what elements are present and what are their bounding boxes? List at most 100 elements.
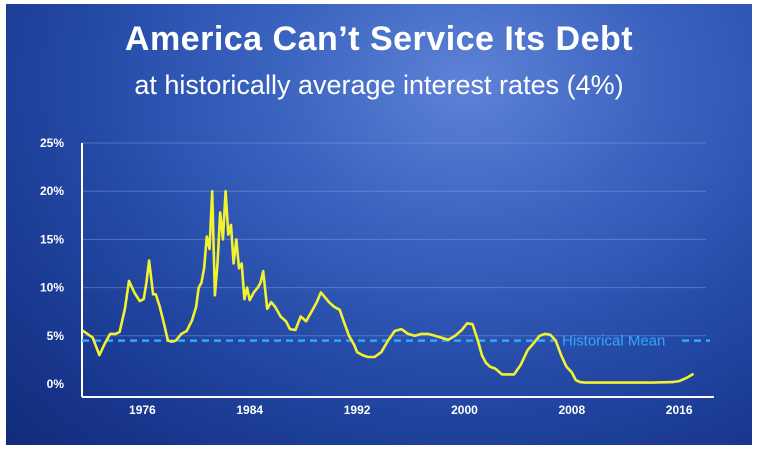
rate-data-point xyxy=(380,351,383,354)
rate-data-point xyxy=(356,351,358,354)
rate-data-point xyxy=(185,330,188,332)
rate-data-point xyxy=(319,291,322,294)
rate-data-point xyxy=(270,301,273,303)
rate-data-point xyxy=(285,320,287,323)
rate-data-point xyxy=(476,339,479,342)
x-tick-label: 2000 xyxy=(451,403,478,417)
rate-data-point xyxy=(393,330,396,332)
rate-data-point xyxy=(200,281,203,284)
rate-data-point xyxy=(227,233,230,236)
rate-data-point xyxy=(243,298,246,301)
slide-subtitle: at historically average interest rates (… xyxy=(134,70,624,100)
rate-data-point xyxy=(305,320,308,323)
rate-data-point xyxy=(124,307,126,310)
y-tick-label: 25% xyxy=(40,136,64,150)
rate-data-point xyxy=(691,373,694,376)
rate-data-point xyxy=(203,267,206,270)
rate-data-point xyxy=(148,259,150,262)
rate-data-point xyxy=(333,305,336,308)
rate-data-point xyxy=(230,224,232,226)
rate-data-point xyxy=(235,238,238,241)
rate-data-point xyxy=(460,329,463,331)
rate-data-point xyxy=(519,363,522,366)
interest-rate-chart: 0% 5% 10% 15% 20% 25% 1976 1984 1992 2000 2008 2016… xyxy=(40,136,714,417)
rate-data-point xyxy=(299,315,302,318)
rate-data-point xyxy=(91,336,94,339)
rate-data-point xyxy=(219,211,222,214)
rate-data-point xyxy=(489,365,491,368)
rate-data-point xyxy=(560,354,562,356)
x-tick-label: 1984 xyxy=(236,403,263,417)
rate-data-point xyxy=(328,301,330,303)
mean-line-layer: Historical Mean xyxy=(82,333,710,350)
rate-data-point xyxy=(197,286,200,289)
rate-data-point xyxy=(570,371,573,374)
rate-data-point xyxy=(361,354,364,356)
mean-line-label: Historical Mean xyxy=(562,333,665,350)
rate-data-point xyxy=(554,339,557,342)
x-tick-label: 1992 xyxy=(344,403,371,417)
rate-data-point xyxy=(166,339,169,342)
rate-data-point xyxy=(684,377,687,380)
rate-data-point xyxy=(118,331,121,333)
rate-data-point xyxy=(133,291,136,294)
rate-data-point xyxy=(205,235,208,238)
rate-data-point xyxy=(434,334,436,337)
rate-data-point xyxy=(310,310,313,313)
rate-data-point xyxy=(315,301,318,303)
rate-data-point xyxy=(651,381,654,384)
y-tick-label: 0% xyxy=(47,377,65,391)
rate-data-point xyxy=(154,293,157,296)
rate-data-point xyxy=(138,300,141,302)
y-tick-label: 20% xyxy=(40,184,64,198)
rate-data-point xyxy=(387,339,389,342)
rate-data-point xyxy=(584,381,587,384)
rate-data-point xyxy=(240,262,243,265)
rate-data-point xyxy=(103,342,106,345)
grid-layer xyxy=(82,142,706,337)
rate-data-point xyxy=(266,307,269,310)
rate-data-point xyxy=(142,298,145,301)
rate-data-point xyxy=(222,238,224,241)
rate-data-point xyxy=(466,322,469,325)
rate-data-point xyxy=(294,329,297,331)
rate-data-point xyxy=(353,344,356,347)
rate-data-point xyxy=(82,330,85,332)
rate-data-point xyxy=(171,340,173,343)
rate-data-point xyxy=(162,322,165,325)
rate-data-point xyxy=(574,379,577,382)
rate-data-point xyxy=(289,328,291,330)
slide-panel: America Can’t Service Its Debt at histor… xyxy=(6,4,752,445)
rate-data-point xyxy=(195,305,197,308)
rate-data-point xyxy=(262,270,265,273)
rate-data-point xyxy=(248,299,251,302)
rate-data-point xyxy=(407,332,409,335)
rate-data-point xyxy=(191,319,193,322)
rate-data-point xyxy=(671,381,674,383)
rate-data-point xyxy=(274,305,277,308)
rate-data-point xyxy=(471,323,474,326)
rate-data-point xyxy=(366,356,369,358)
rate-series-line xyxy=(82,189,694,384)
rate-data-point xyxy=(373,356,376,358)
rate-data-point xyxy=(544,332,546,335)
rate-data-point xyxy=(549,333,552,336)
rate-data-point xyxy=(501,373,503,376)
rate-data-point xyxy=(211,190,214,193)
rate-data-point xyxy=(348,334,350,337)
rate-data-point xyxy=(232,262,235,265)
rate-data-point xyxy=(526,349,529,352)
rate-data-point xyxy=(246,286,248,289)
rate-data-point xyxy=(145,281,148,284)
x-tick-label: 2016 xyxy=(666,403,693,417)
rate-data-point xyxy=(565,365,568,368)
rate-data-point xyxy=(513,373,516,376)
slide-title: America Can’t Service Its Debt xyxy=(124,20,634,58)
y-tick-label: 10% xyxy=(40,281,64,295)
series-layer xyxy=(82,189,694,384)
rate-data-point xyxy=(447,338,450,341)
rate-data-point xyxy=(213,294,216,297)
rate-data-point xyxy=(480,354,483,356)
rate-data-point xyxy=(507,373,510,376)
